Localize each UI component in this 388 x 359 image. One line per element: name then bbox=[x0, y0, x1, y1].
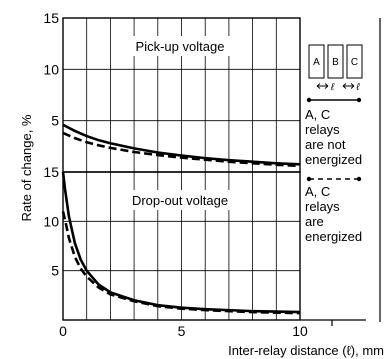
x-tick-label: 10 bbox=[292, 323, 308, 339]
legend-dashed-dot-right bbox=[356, 176, 362, 182]
legend-solid-text-4: energized bbox=[305, 152, 362, 167]
relay-c-box bbox=[346, 44, 363, 79]
spacing-arrow-left bbox=[316, 83, 329, 89]
legend-solid-text-2: relays bbox=[305, 122, 340, 137]
x-tick-label: 0 bbox=[59, 323, 67, 339]
bottom-title-backing bbox=[126, 190, 234, 210]
relay-b-label: B bbox=[332, 57, 339, 68]
legend-solid-entry: A, C relays are not energized bbox=[305, 97, 362, 167]
legend-dashed-text-4: energized bbox=[305, 229, 362, 244]
bottom-panel-title: Drop-out voltage bbox=[132, 193, 228, 208]
y-axis-label: Rate of change, % bbox=[19, 114, 34, 221]
legend-solid-dot-left bbox=[306, 97, 312, 103]
legend-dashed-dot-left bbox=[306, 176, 312, 182]
y-tick-label: 5 bbox=[51, 113, 59, 129]
axis-tick-labels: 5 10 15 5 10 15 0 5 10 bbox=[43, 10, 308, 339]
legend-dashed-entry: A, C relays are energized bbox=[305, 176, 362, 244]
y-tick-label: 10 bbox=[43, 213, 59, 229]
y-tick-label: 10 bbox=[43, 61, 59, 77]
legend-solid-text-3: are not bbox=[305, 137, 346, 152]
spacing-label-backing-1 bbox=[329, 80, 336, 91]
spacing-label-backing-2 bbox=[355, 80, 361, 91]
spacing-arrow-right bbox=[342, 83, 355, 89]
legend-dashed-text-3: are bbox=[305, 214, 324, 229]
grid-lines bbox=[63, 18, 300, 320]
x-axis-label: Inter-relay distance (ℓ), mm bbox=[228, 343, 384, 358]
data-curves bbox=[61, 123, 301, 315]
legend-dashed-text-2: relays bbox=[305, 199, 340, 214]
relay-a-label: A bbox=[313, 57, 320, 68]
x-tick-label: 5 bbox=[178, 323, 186, 339]
series-energized-curve bbox=[61, 211, 301, 315]
top-panel-title: Pick-up voltage bbox=[136, 39, 225, 54]
y-tick-label: 15 bbox=[43, 10, 59, 26]
relay-b-box bbox=[327, 44, 344, 79]
legend-solid-text-1: A, C bbox=[305, 107, 330, 122]
relay-c-label: C bbox=[351, 57, 358, 68]
series-not-energized-curve bbox=[62, 123, 301, 166]
y-tick-label: 5 bbox=[51, 263, 59, 279]
spacing-label-1: ℓ bbox=[330, 82, 335, 93]
relay-diagram: A B C ℓ ℓ bbox=[308, 44, 363, 93]
legend-dashed-text-1: A, C bbox=[305, 184, 330, 199]
series-energized-curve bbox=[62, 131, 301, 168]
relay-a-box bbox=[308, 44, 325, 79]
top-title-backing bbox=[128, 36, 232, 56]
y-tick-label: 15 bbox=[43, 164, 59, 180]
legend-solid-dot-right bbox=[356, 97, 362, 103]
spacing-label-2: ℓ bbox=[355, 82, 360, 93]
